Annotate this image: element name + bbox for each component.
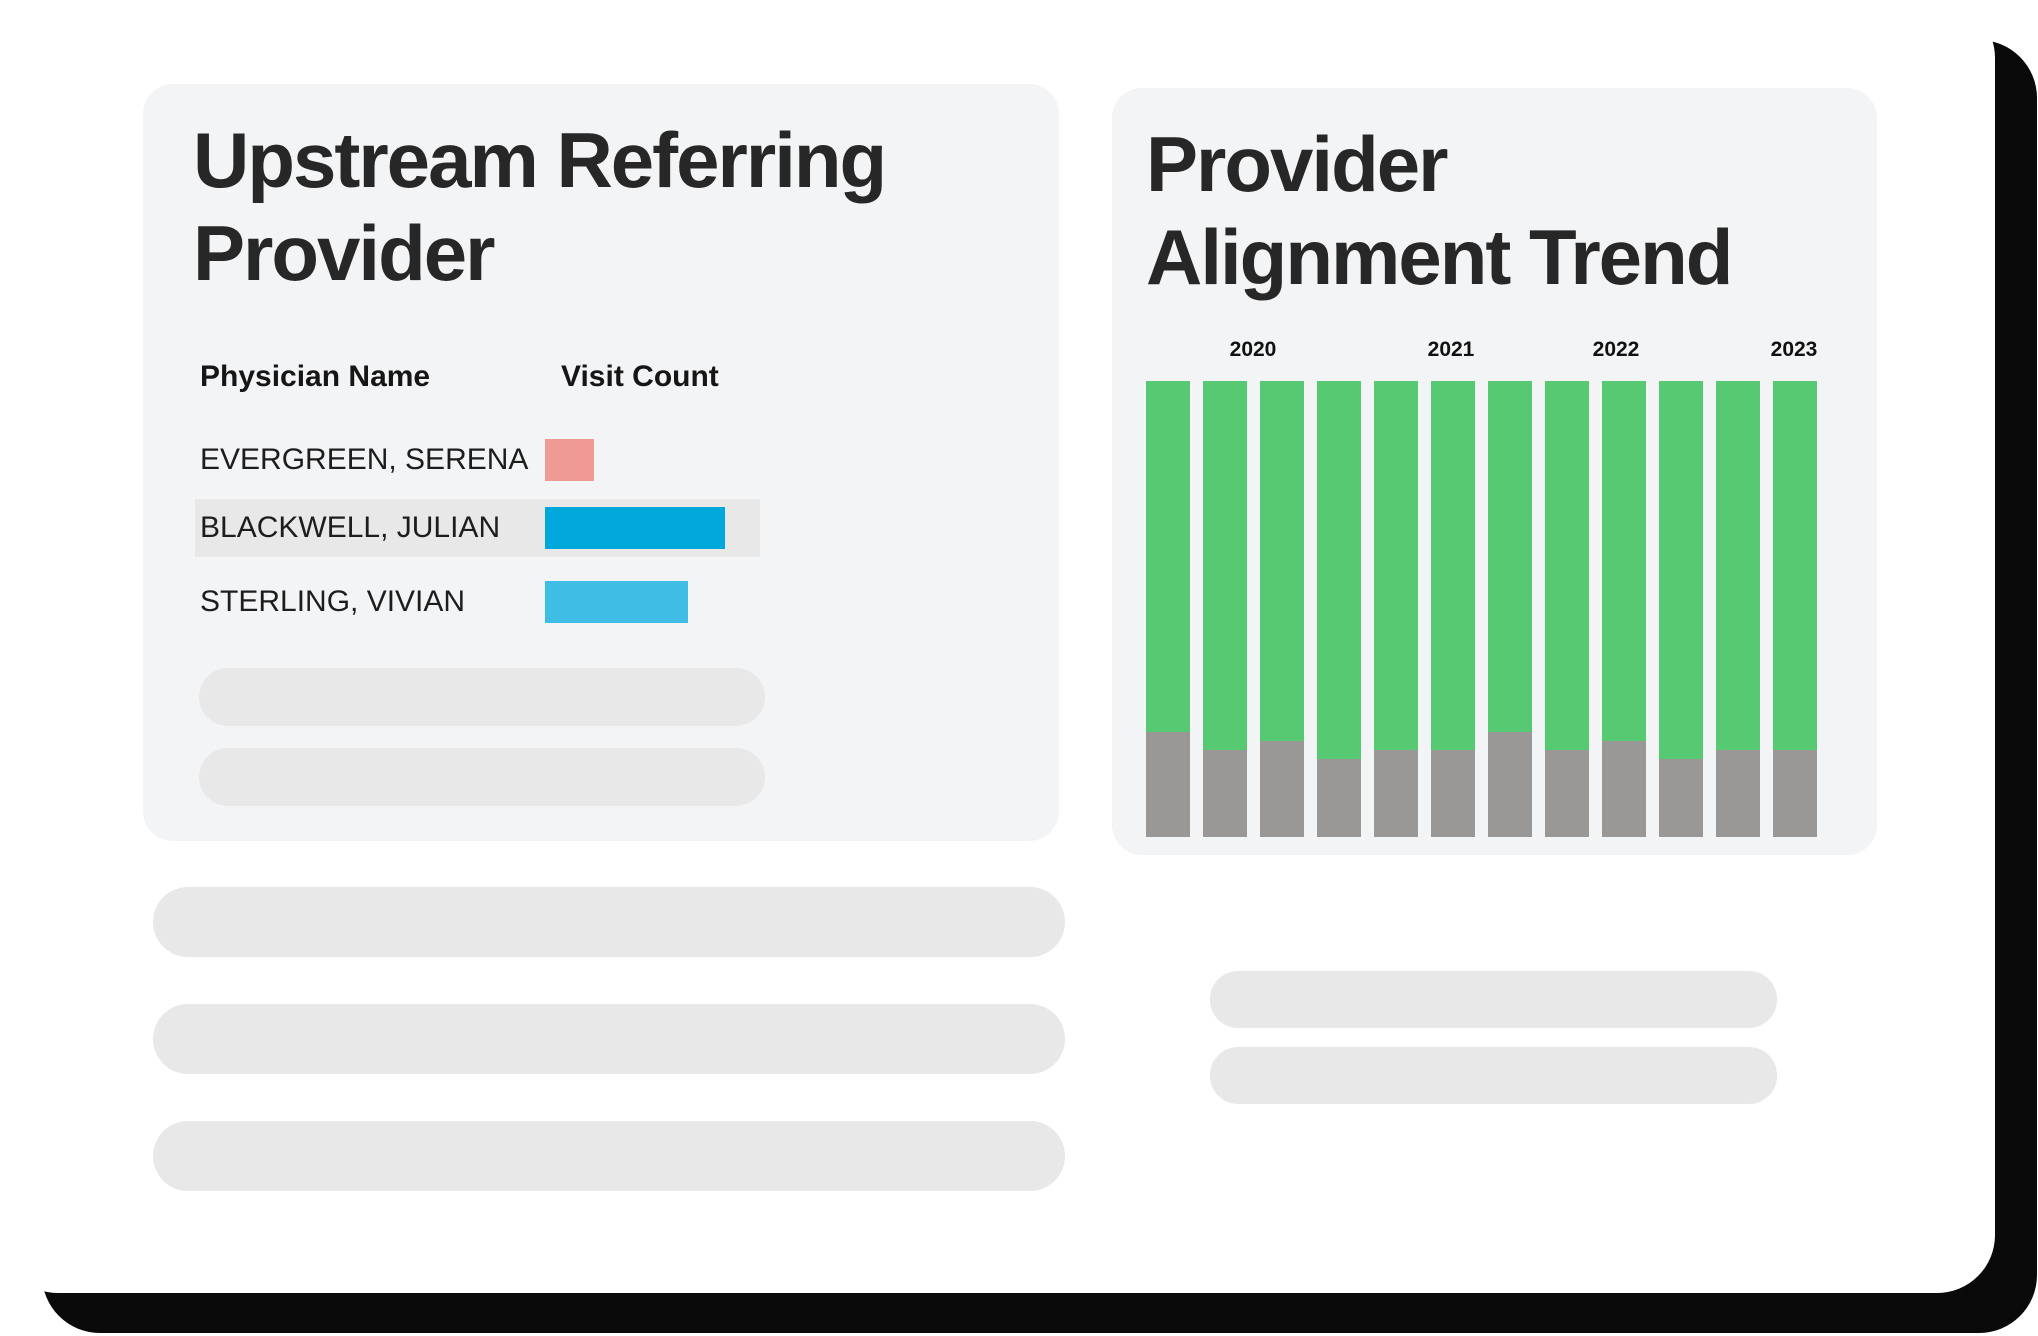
physician-name: BLACKWELL, JULIAN bbox=[200, 511, 501, 544]
physician-name: EVERGREEN, SERENA bbox=[200, 443, 529, 476]
gray-segment bbox=[1203, 750, 1247, 837]
green-segment bbox=[1317, 381, 1361, 760]
green-segment bbox=[1203, 381, 1247, 751]
visit-count-bar[interactable] bbox=[545, 507, 725, 549]
trend-bar[interactable] bbox=[1602, 381, 1646, 837]
gray-segment bbox=[1374, 750, 1418, 837]
skeleton-bar bbox=[153, 1121, 1065, 1191]
dashboard-card: Upstream Referring Provider Physician Na… bbox=[143, 84, 1877, 1191]
gray-segment bbox=[1260, 741, 1304, 837]
gray-segment bbox=[1659, 759, 1703, 837]
skeleton-row bbox=[199, 748, 765, 806]
gray-segment bbox=[1773, 750, 1817, 837]
trend-bar[interactable] bbox=[1716, 381, 1760, 837]
physician-name: STERLING, VIVIAN bbox=[200, 585, 466, 618]
visit-count-bar[interactable] bbox=[545, 581, 688, 623]
trend-bar[interactable] bbox=[1773, 381, 1817, 837]
year-tick-label: 2023 bbox=[1770, 338, 1818, 361]
physician-row[interactable]: STERLING, VIVIAN bbox=[195, 573, 760, 631]
skeleton-bar bbox=[1210, 971, 1777, 1028]
trend-bar[interactable] bbox=[1374, 381, 1418, 837]
green-segment bbox=[1431, 381, 1475, 751]
physician-row[interactable]: EVERGREEN, SERENA bbox=[195, 431, 760, 489]
gray-segment bbox=[1317, 759, 1361, 837]
green-segment bbox=[1773, 381, 1817, 751]
gray-segment bbox=[1545, 750, 1589, 837]
year-tick-label: 2021 bbox=[1427, 338, 1475, 361]
physician-row[interactable]: BLACKWELL, JULIAN bbox=[195, 499, 760, 557]
trend-bar[interactable] bbox=[1317, 381, 1361, 837]
green-segment bbox=[1602, 381, 1646, 742]
gray-segment bbox=[1602, 741, 1646, 837]
trend-bar[interactable] bbox=[1431, 381, 1475, 837]
skeleton-bar bbox=[153, 887, 1065, 957]
alignment-trend-panel: Provider Alignment Trend 2020 2021 2022 202… bbox=[1112, 88, 1877, 855]
trend-bar[interactable] bbox=[1488, 381, 1532, 837]
column-header-physician-name: Physician Name bbox=[200, 360, 431, 393]
chart-year-axis: 2020 2021 2022 2023 bbox=[1146, 338, 1818, 368]
year-tick-label: 2020 bbox=[1229, 338, 1277, 361]
green-segment bbox=[1545, 381, 1589, 751]
trend-bar[interactable] bbox=[1545, 381, 1589, 837]
green-segment bbox=[1146, 381, 1190, 733]
green-segment bbox=[1488, 381, 1532, 733]
referring-provider-title: Upstream Referring Provider bbox=[193, 116, 887, 297]
green-segment bbox=[1716, 381, 1760, 751]
gray-segment bbox=[1431, 750, 1475, 837]
visit-count-bar[interactable] bbox=[545, 439, 594, 481]
alignment-trend-title: Provider Alignment Trend bbox=[1146, 120, 1733, 301]
skeleton-row bbox=[199, 668, 765, 726]
skeleton-bar bbox=[153, 1004, 1065, 1074]
gray-segment bbox=[1716, 750, 1760, 837]
year-tick-label: 2022 bbox=[1592, 338, 1640, 361]
trend-bar[interactable] bbox=[1146, 381, 1190, 837]
trend-bar[interactable] bbox=[1203, 381, 1247, 837]
alignment-trend-chart bbox=[1146, 381, 1817, 837]
trend-bar[interactable] bbox=[1260, 381, 1304, 837]
referring-provider-panel: Upstream Referring Provider Physician Na… bbox=[143, 84, 1059, 841]
gray-segment bbox=[1146, 732, 1190, 837]
green-segment bbox=[1260, 381, 1304, 742]
gray-segment bbox=[1488, 732, 1532, 837]
green-segment bbox=[1659, 381, 1703, 760]
green-segment bbox=[1374, 381, 1418, 751]
skeleton-bar bbox=[1210, 1047, 1777, 1104]
column-header-visit-count: Visit Count bbox=[561, 360, 719, 393]
trend-bar[interactable] bbox=[1659, 381, 1703, 837]
